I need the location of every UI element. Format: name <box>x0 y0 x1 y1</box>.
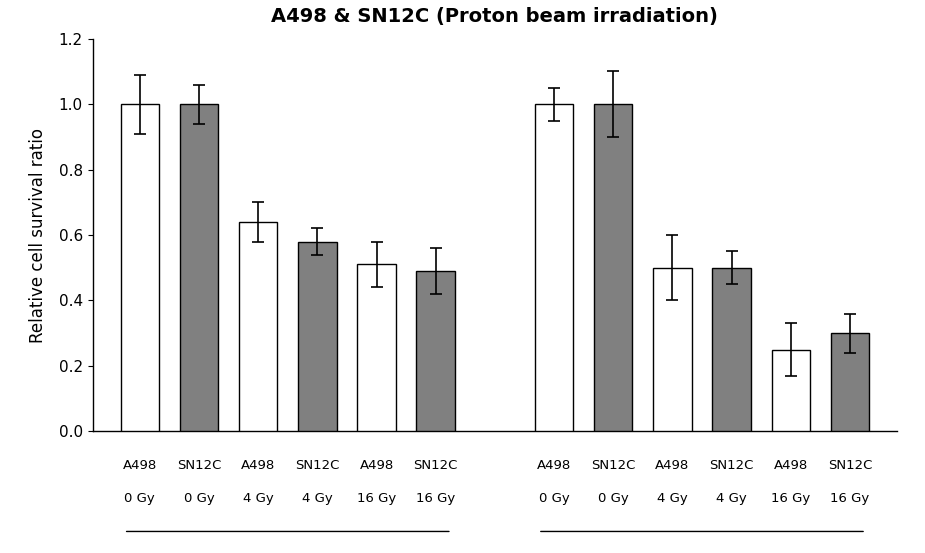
Bar <box>594 104 633 431</box>
Text: 16 Gy: 16 Gy <box>416 492 455 505</box>
Text: 0 Gy: 0 Gy <box>538 492 570 505</box>
Text: 4 Gy: 4 Gy <box>716 492 747 505</box>
Text: A498: A498 <box>773 459 808 472</box>
Title: A498 & SN12C (Proton beam irradiation): A498 & SN12C (Proton beam irradiation) <box>271 7 719 26</box>
Text: 4 Gy: 4 Gy <box>242 492 274 505</box>
Bar <box>120 104 159 431</box>
Text: 0 Gy: 0 Gy <box>598 492 629 505</box>
Text: A498: A498 <box>536 459 571 472</box>
Text: SN12C: SN12C <box>413 459 458 472</box>
Bar <box>771 349 810 431</box>
Text: 16 Gy: 16 Gy <box>831 492 869 505</box>
Text: 16 Gy: 16 Gy <box>771 492 810 505</box>
Bar <box>416 271 455 431</box>
Text: 4 Gy: 4 Gy <box>302 492 333 505</box>
Bar <box>298 242 337 431</box>
Text: SN12C: SN12C <box>709 459 754 472</box>
Bar <box>357 264 396 431</box>
Bar <box>179 104 218 431</box>
Bar <box>535 104 574 431</box>
Text: 0 Gy: 0 Gy <box>125 492 155 505</box>
Text: SN12C: SN12C <box>177 459 221 472</box>
Text: SN12C: SN12C <box>295 459 339 472</box>
Text: A498: A498 <box>241 459 276 472</box>
Text: A498: A498 <box>360 459 394 472</box>
Bar <box>653 268 692 431</box>
Bar <box>831 333 869 431</box>
Text: A498: A498 <box>123 459 157 472</box>
Text: 0 Gy: 0 Gy <box>184 492 215 505</box>
Text: A498: A498 <box>655 459 689 472</box>
Bar <box>239 222 278 431</box>
Y-axis label: Relative cell survival ratio: Relative cell survival ratio <box>30 128 47 342</box>
Text: 16 Gy: 16 Gy <box>357 492 396 505</box>
Bar <box>712 268 751 431</box>
Text: 4 Gy: 4 Gy <box>657 492 688 505</box>
Text: SN12C: SN12C <box>828 459 872 472</box>
Text: SN12C: SN12C <box>591 459 635 472</box>
